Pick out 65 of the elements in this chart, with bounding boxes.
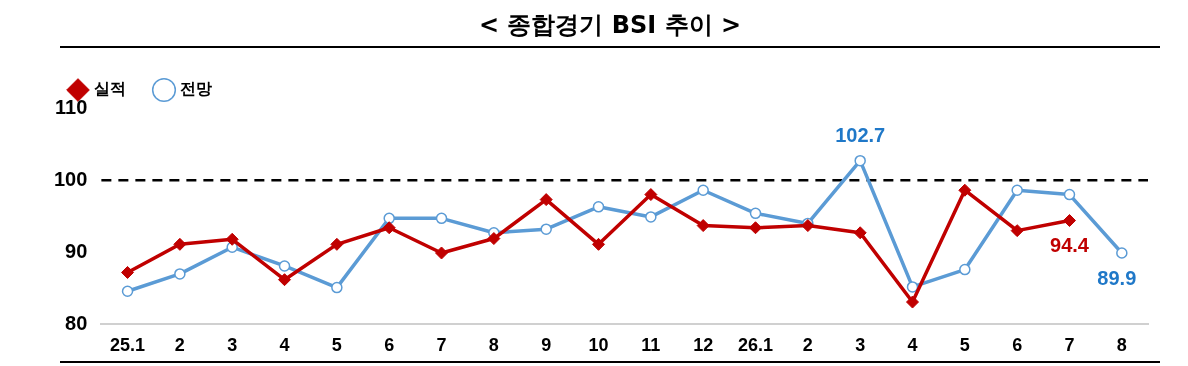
point [278,260,291,272]
x-tick-label: 8 [1116,335,1127,356]
point [906,295,920,309]
x-tick-label: 3 [855,335,866,356]
point [749,221,763,235]
point [645,211,657,223]
point [696,219,710,233]
y-tick-label: 90 [65,239,88,262]
x-tick-label: 10 [588,335,609,356]
point [121,265,135,279]
point [121,285,134,297]
point [330,237,344,251]
x-tick-label: 5 [959,335,970,356]
point [225,232,239,246]
point [1063,214,1076,228]
data-label: 89.9 [1097,266,1137,289]
point [173,237,187,251]
x-tick-label: 5 [331,335,342,356]
x-tick-label: 7 [436,335,447,356]
point [1010,224,1024,238]
point [382,221,396,235]
x-tick-label: 4 [279,335,290,356]
point [906,281,919,293]
y-tick-label: 100 [53,167,88,190]
point [1116,247,1128,259]
point [487,232,501,246]
point [592,201,605,213]
point [383,212,395,225]
point [278,273,292,287]
x-tick-label: 9 [541,335,552,356]
x-tick-label: 3 [227,335,238,356]
x-tick-label: 6 [384,335,395,356]
chart-title: < 종합경기 BSI 추이 > [60,8,1160,48]
point [540,223,552,235]
x-tick-label: 7 [1064,335,1075,356]
point [592,237,606,251]
x-tick-label: 6 [1012,335,1023,356]
x-tick-label: 8 [488,335,499,356]
point [854,154,866,167]
x-tick-label: 26.1 [737,335,774,356]
point [959,263,971,276]
data-label: 102.7 [835,124,886,147]
x-tick-label: 2 [174,335,185,356]
point [1011,184,1023,196]
x-tick-label: 11 [641,335,661,356]
point [958,183,972,197]
legend-label: 전망 [180,79,212,99]
point [749,207,762,220]
point [331,281,343,294]
point [697,184,709,196]
point [435,246,449,260]
y-tick-label: 80 [65,311,88,334]
point [644,188,658,202]
point [1063,188,1076,201]
point [435,212,448,225]
point [539,193,553,207]
point [853,226,867,240]
point [174,268,186,280]
x-tick-label: 12 [693,335,714,356]
x-tick-label: 2 [802,335,813,356]
data-label: 94.4 [1050,234,1090,257]
x-tick-label: 4 [907,335,918,356]
y-tick-label: 110 [55,95,88,118]
legend-label: 실적 [94,79,126,99]
x-tick-label: 25.1 [110,335,146,356]
